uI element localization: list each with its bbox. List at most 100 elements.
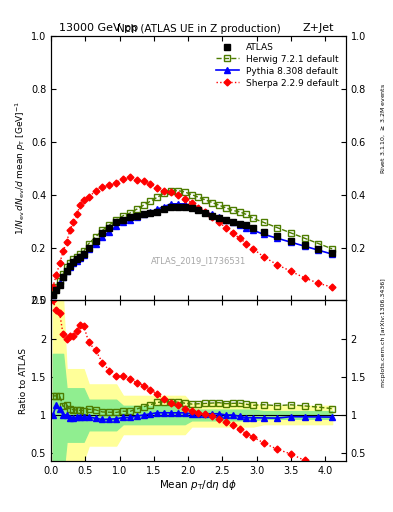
Line: Herwig 7.2.1 default: Herwig 7.2.1 default bbox=[50, 188, 335, 296]
Pythia 8.308 default bbox=[316, 247, 321, 253]
ATLAS bbox=[100, 230, 105, 236]
Herwig 7.2.1 default bbox=[81, 248, 86, 254]
Herwig 7.2.1 default bbox=[169, 187, 173, 194]
Herwig 7.2.1 default bbox=[261, 219, 266, 225]
Herwig 7.2.1 default bbox=[244, 211, 249, 218]
Herwig 7.2.1 default bbox=[68, 260, 72, 266]
Pythia 8.308 default bbox=[141, 211, 146, 218]
Herwig 7.2.1 default bbox=[288, 230, 293, 236]
Pythia 8.308 default bbox=[71, 260, 76, 266]
Sherpa 2.2.9 default bbox=[224, 225, 228, 231]
Sherpa 2.2.9 default bbox=[316, 280, 321, 286]
ATLAS bbox=[162, 206, 167, 212]
ATLAS bbox=[54, 287, 59, 293]
Sherpa 2.2.9 default bbox=[182, 196, 187, 202]
Text: ATLAS_2019_I1736531: ATLAS_2019_I1736531 bbox=[151, 256, 246, 265]
Text: Z+Jet: Z+Jet bbox=[303, 23, 334, 33]
Sherpa 2.2.9 default bbox=[107, 182, 112, 188]
ATLAS bbox=[244, 222, 249, 228]
ATLAS bbox=[217, 216, 221, 222]
ATLAS bbox=[237, 221, 242, 227]
Sherpa 2.2.9 default bbox=[128, 174, 132, 180]
ATLAS bbox=[224, 217, 228, 223]
ATLAS bbox=[64, 268, 69, 274]
Herwig 7.2.1 default bbox=[330, 246, 334, 252]
Pythia 8.308 default bbox=[302, 243, 307, 249]
ATLAS bbox=[134, 212, 139, 219]
Sherpa 2.2.9 default bbox=[141, 178, 146, 184]
Sherpa 2.2.9 default bbox=[78, 202, 83, 208]
Pythia 8.308 default bbox=[261, 231, 266, 238]
Pythia 8.308 default bbox=[107, 228, 112, 234]
Pythia 8.308 default bbox=[64, 268, 69, 274]
ATLAS bbox=[141, 211, 146, 218]
Pythia 8.308 default bbox=[237, 222, 242, 228]
Pythia 8.308 default bbox=[251, 227, 256, 233]
Pythia 8.308 default bbox=[330, 251, 334, 257]
Pythia 8.308 default bbox=[78, 255, 83, 261]
Sherpa 2.2.9 default bbox=[217, 219, 221, 225]
ATLAS bbox=[107, 225, 112, 231]
Sherpa 2.2.9 default bbox=[288, 268, 293, 274]
ATLAS bbox=[275, 232, 280, 239]
Herwig 7.2.1 default bbox=[148, 198, 153, 204]
Herwig 7.2.1 default bbox=[114, 217, 119, 223]
Sherpa 2.2.9 default bbox=[74, 211, 79, 218]
Sherpa 2.2.9 default bbox=[68, 227, 72, 233]
Title: Nch (ATLAS UE in Z production): Nch (ATLAS UE in Z production) bbox=[117, 24, 280, 34]
Herwig 7.2.1 default bbox=[141, 202, 146, 208]
Pythia 8.308 default bbox=[288, 239, 293, 245]
Herwig 7.2.1 default bbox=[275, 225, 280, 231]
Sherpa 2.2.9 default bbox=[155, 185, 160, 191]
Sherpa 2.2.9 default bbox=[50, 284, 55, 290]
Sherpa 2.2.9 default bbox=[251, 246, 256, 252]
Herwig 7.2.1 default bbox=[203, 197, 208, 203]
ATLAS bbox=[302, 242, 307, 248]
Herwig 7.2.1 default bbox=[61, 271, 66, 277]
Sherpa 2.2.9 default bbox=[189, 200, 194, 206]
Herwig 7.2.1 default bbox=[71, 257, 76, 263]
Pythia 8.308 default bbox=[54, 286, 59, 292]
Pythia 8.308 default bbox=[74, 258, 79, 264]
Y-axis label: Ratio to ATLAS: Ratio to ATLAS bbox=[19, 348, 28, 414]
ATLAS bbox=[81, 251, 86, 257]
ATLAS bbox=[261, 228, 266, 234]
Sherpa 2.2.9 default bbox=[114, 180, 119, 186]
Herwig 7.2.1 default bbox=[251, 216, 256, 222]
Pythia 8.308 default bbox=[210, 211, 215, 218]
Sherpa 2.2.9 default bbox=[71, 219, 76, 225]
Sherpa 2.2.9 default bbox=[86, 194, 91, 200]
ATLAS bbox=[288, 238, 293, 244]
Herwig 7.2.1 default bbox=[107, 222, 112, 228]
Pythia 8.308 default bbox=[148, 209, 153, 215]
Pythia 8.308 default bbox=[57, 280, 62, 286]
Sherpa 2.2.9 default bbox=[61, 248, 66, 254]
Sherpa 2.2.9 default bbox=[81, 197, 86, 203]
Herwig 7.2.1 default bbox=[100, 227, 105, 233]
Herwig 7.2.1 default bbox=[121, 212, 125, 219]
ATLAS bbox=[182, 203, 187, 209]
Pythia 8.308 default bbox=[155, 206, 160, 212]
Pythia 8.308 default bbox=[189, 203, 194, 209]
Pythia 8.308 default bbox=[68, 264, 72, 270]
ATLAS bbox=[251, 225, 256, 231]
ATLAS bbox=[155, 209, 160, 215]
Pythia 8.308 default bbox=[134, 214, 139, 220]
ATLAS bbox=[61, 273, 66, 280]
Herwig 7.2.1 default bbox=[134, 206, 139, 212]
Herwig 7.2.1 default bbox=[93, 234, 98, 240]
Herwig 7.2.1 default bbox=[316, 241, 321, 247]
Sherpa 2.2.9 default bbox=[148, 181, 153, 187]
Y-axis label: $1/N_\mathrm{ev}\,dN_\mathrm{ev}/d$ mean $p_\mathrm{T}$ [GeV]$^{-1}$: $1/N_\mathrm{ev}\,dN_\mathrm{ev}/d$ mean… bbox=[14, 101, 28, 236]
ATLAS bbox=[74, 257, 79, 263]
Sherpa 2.2.9 default bbox=[176, 191, 180, 198]
Text: mcplots.cern.ch [arXiv:1306.3436]: mcplots.cern.ch [arXiv:1306.3436] bbox=[381, 279, 386, 387]
Herwig 7.2.1 default bbox=[86, 241, 91, 247]
Pythia 8.308 default bbox=[244, 225, 249, 231]
ATLAS bbox=[210, 212, 215, 219]
ATLAS bbox=[86, 244, 91, 250]
Pythia 8.308 default bbox=[50, 292, 55, 298]
ATLAS bbox=[71, 259, 76, 265]
Pythia 8.308 default bbox=[176, 201, 180, 207]
X-axis label: Mean $p_\mathrm{T}$/d$\eta$ d$\phi$: Mean $p_\mathrm{T}$/d$\eta$ d$\phi$ bbox=[160, 478, 237, 493]
